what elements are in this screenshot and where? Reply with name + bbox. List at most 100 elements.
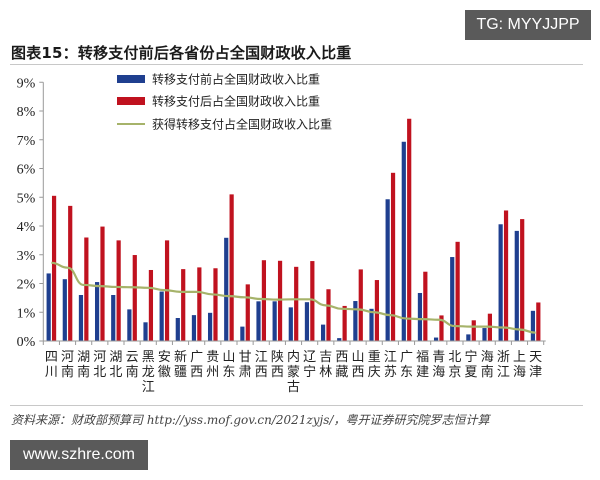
x-tick-label: 西 <box>271 365 284 380</box>
x-tick-label: 湖 <box>77 350 90 365</box>
x-tick-label: 南 <box>61 364 74 380</box>
bar-before <box>401 141 406 341</box>
bar-before <box>159 291 164 341</box>
x-tick-label: 建 <box>416 365 429 380</box>
bar-after <box>261 260 267 341</box>
bar-before <box>353 301 358 341</box>
bar-series <box>46 118 541 341</box>
bar-before <box>482 328 487 341</box>
transfer-line <box>51 261 536 334</box>
x-tick-label: 肃 <box>239 365 252 380</box>
x-tick-label: 宁 <box>465 349 478 365</box>
bar-after <box>310 261 315 341</box>
bar-after <box>342 305 347 341</box>
bar-after <box>536 302 541 341</box>
x-tick-label: 徽 <box>158 365 171 380</box>
x-tick-label: 苏 <box>384 364 397 380</box>
chart-title: 图表15：转移支付前后各省份占全国财政收入比重 <box>11 44 352 62</box>
bar-before <box>450 257 455 341</box>
bar-before <box>224 237 229 341</box>
bar-after <box>51 195 57 341</box>
x-tick-label: 南 <box>77 364 90 380</box>
bar-after <box>294 266 299 341</box>
bar-before <box>46 273 51 341</box>
x-tick-label: 南 <box>481 364 494 380</box>
source-note: 资料来源：财政部预算司 http://yss.mof.gov.cn/2021zy… <box>11 413 490 427</box>
x-tick-label: 江 <box>255 350 268 365</box>
x-tick-label: 津 <box>529 365 542 380</box>
x-tick-label: 甘 <box>239 350 252 365</box>
x-tick-label: 北 <box>448 350 461 365</box>
x-tick-label: 北 <box>109 365 122 380</box>
x-tick-label: 河 <box>61 350 74 365</box>
legend-label: 转移支付前占全国财政收入比重 <box>152 72 320 87</box>
bar-before <box>111 295 116 341</box>
x-tick-label: 蒙 <box>287 365 300 380</box>
x-tick-label: 藏 <box>335 365 348 380</box>
x-tick-label: 上 <box>513 350 526 365</box>
source-divider <box>10 405 583 406</box>
x-tick-label: 海 <box>432 365 445 380</box>
bar-before <box>433 337 439 341</box>
bar-after <box>423 271 428 341</box>
bar-after <box>68 205 73 341</box>
bar-before <box>143 322 148 341</box>
x-tick-label: 京 <box>448 365 461 380</box>
x-tick-label: 江 <box>497 365 510 380</box>
x-tick-label: 龙 <box>142 365 155 380</box>
x-tick-label: 海 <box>481 350 494 365</box>
x-tick-label: 广 <box>400 350 413 365</box>
legend: 转移支付前占全国财政收入比重转移支付后占全国财政收入比重获得转移支付占全国财政收… <box>117 72 332 132</box>
x-tick-label: 西 <box>190 365 203 380</box>
x-tick-label: 吉 <box>319 350 332 365</box>
bar-before <box>417 292 423 341</box>
x-tick-label: 陕 <box>271 350 284 365</box>
bar-after <box>116 240 121 341</box>
bar-before <box>78 295 84 341</box>
bar-before <box>304 302 310 341</box>
y-tick-label: 7% <box>17 134 36 149</box>
x-tick-label: 夏 <box>465 365 478 380</box>
bar-after <box>358 269 363 341</box>
bar-after <box>148 269 154 341</box>
y-tick-label: 2% <box>17 278 36 293</box>
bar-after <box>407 118 412 341</box>
legend-swatch-before <box>117 75 145 83</box>
bar-after <box>245 284 250 341</box>
x-tick-label: 江 <box>384 350 397 365</box>
y-tick-label: 8% <box>17 105 36 120</box>
bar-after <box>455 241 460 341</box>
bar-after <box>374 280 380 341</box>
bar-after <box>503 210 509 341</box>
bar-before <box>385 199 390 341</box>
bar-before <box>530 310 536 341</box>
legend-label: 转移支付后占全国财政收入比重 <box>152 94 320 109</box>
y-tick-label: 9% <box>17 76 36 91</box>
x-tick-label: 南 <box>126 364 139 380</box>
x-tick-label: 海 <box>513 365 526 380</box>
title-divider <box>10 64 583 65</box>
x-tick-label: 广 <box>190 350 203 365</box>
legend-swatch-after <box>117 97 145 105</box>
x-tick-label: 江 <box>142 380 155 395</box>
bar-before <box>369 308 374 341</box>
x-tick-label: 东 <box>400 365 413 380</box>
x-tick-label: 山 <box>222 350 235 365</box>
bar-before <box>94 282 100 341</box>
bar-after <box>197 267 202 341</box>
x-tick-label: 林 <box>319 365 332 380</box>
x-tick-label: 云 <box>126 350 139 365</box>
bar-after <box>390 172 396 341</box>
x-tick-label: 州 <box>206 365 219 380</box>
bar-before <box>62 279 67 341</box>
bar-after <box>213 268 218 341</box>
bar-after <box>181 269 186 341</box>
x-tick-label: 北 <box>93 365 106 380</box>
bar-before <box>127 309 132 341</box>
y-tick-label: 3% <box>17 249 36 264</box>
x-tick-label: 安 <box>158 350 171 365</box>
bar-after <box>84 237 89 341</box>
x-tick-label: 内 <box>287 349 300 365</box>
bar-after <box>439 315 444 341</box>
bar-after <box>471 320 476 341</box>
